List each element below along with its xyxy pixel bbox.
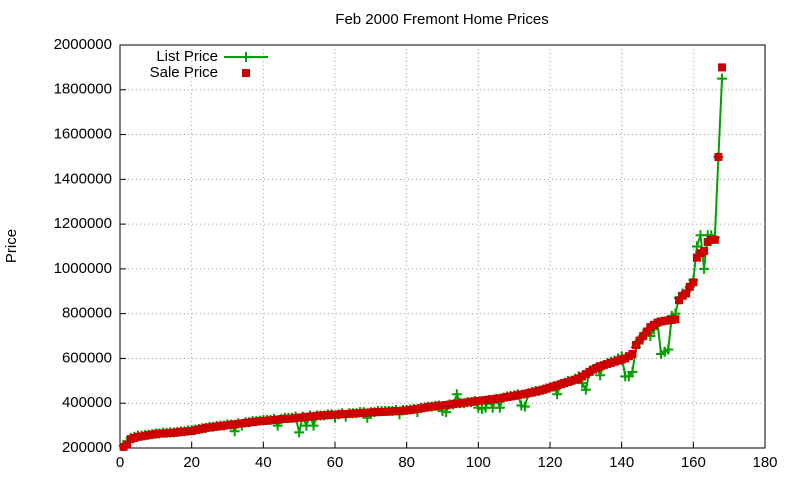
- legend-label: List Price: [156, 48, 218, 65]
- point-marker: [718, 63, 726, 72]
- point-marker: [710, 235, 719, 244]
- point-marker: [494, 402, 505, 413]
- plot-frame: [119, 44, 766, 449]
- point-marker: [642, 327, 651, 336]
- chart-title: Feb 2000 Fremont Home Prices: [335, 11, 548, 28]
- x-tick-label: 80: [398, 454, 415, 471]
- point-marker: [700, 246, 709, 255]
- point-marker: [451, 389, 462, 400]
- y-tick-label: 2000000: [54, 36, 112, 53]
- point-marker: [632, 341, 640, 350]
- x-tick-label: 0: [116, 454, 124, 471]
- point-marker: [519, 401, 530, 412]
- x-tick-label: 180: [752, 454, 777, 471]
- point-marker: [689, 278, 698, 287]
- point-marker: [717, 73, 727, 84]
- y-tick-label: 800000: [62, 305, 112, 322]
- y-tick-label: 200000: [62, 439, 112, 456]
- point-marker: [675, 296, 683, 305]
- point-marker: [123, 440, 132, 449]
- y-tick-label: 400000: [62, 394, 112, 411]
- point-marker: [627, 366, 638, 377]
- point-marker: [635, 336, 644, 345]
- y-tick-label: 1000000: [54, 260, 112, 277]
- x-tick-label: 100: [466, 454, 491, 471]
- point-marker: [671, 315, 680, 324]
- x-tick-label: 140: [609, 454, 634, 471]
- point-marker: [699, 263, 710, 274]
- point-marker: [294, 427, 305, 438]
- y-tick-label: 1400000: [54, 170, 112, 187]
- legend-marker: [241, 52, 251, 62]
- point-marker: [595, 370, 606, 381]
- series-line: [122, 78, 723, 447]
- y-tick-label: 1200000: [54, 215, 112, 232]
- point-marker: [639, 332, 648, 341]
- x-tick-label: 40: [255, 454, 272, 471]
- point-marker: [663, 344, 674, 355]
- y-tick-label: 1800000: [54, 81, 112, 98]
- legend-label: Sale Price: [150, 64, 218, 81]
- y-tick-label: 1600000: [54, 126, 112, 143]
- legend-marker: [242, 69, 250, 77]
- point-marker: [682, 289, 691, 298]
- x-tick-label: 160: [681, 454, 706, 471]
- point-marker: [308, 420, 319, 431]
- point-marker: [692, 253, 701, 262]
- y-tick-label: 600000: [62, 349, 112, 366]
- point-marker: [580, 384, 591, 395]
- point-marker: [628, 349, 637, 358]
- x-tick-label: 60: [327, 454, 344, 471]
- point-marker: [714, 152, 723, 161]
- x-tick-label: 20: [183, 454, 200, 471]
- y-axis-label: Price: [3, 229, 20, 263]
- x-tick-label: 120: [537, 454, 562, 471]
- point-marker: [552, 389, 563, 400]
- point-marker: [685, 282, 694, 291]
